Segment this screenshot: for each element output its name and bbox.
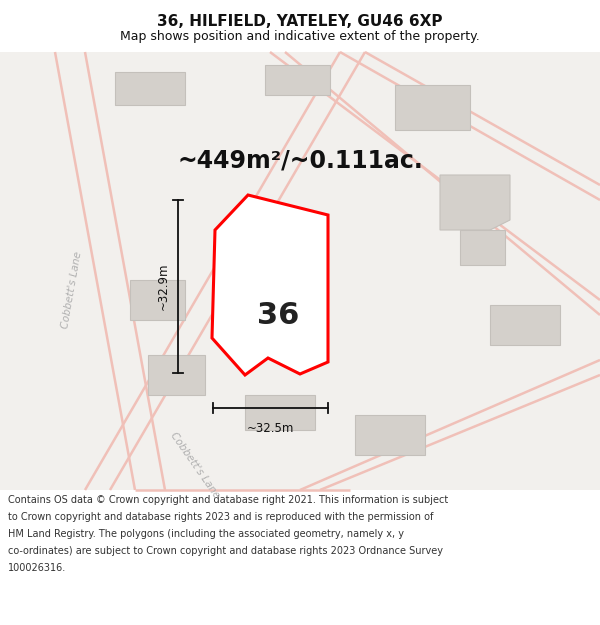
Polygon shape <box>460 230 505 265</box>
Text: Cobbett's Lane: Cobbett's Lane <box>60 251 84 329</box>
Polygon shape <box>212 195 328 375</box>
Polygon shape <box>490 305 560 345</box>
Text: Map shows position and indicative extent of the property.: Map shows position and indicative extent… <box>120 30 480 43</box>
Text: ~32.9m: ~32.9m <box>157 262 170 310</box>
Polygon shape <box>245 395 315 430</box>
Polygon shape <box>355 415 425 455</box>
Text: Cobbett's Lane: Cobbett's Lane <box>169 430 221 500</box>
Text: 100026316.: 100026316. <box>8 563 66 573</box>
Polygon shape <box>440 175 510 230</box>
Text: ~449m²/~0.111ac.: ~449m²/~0.111ac. <box>177 148 423 172</box>
Bar <box>0 52 600 490</box>
Text: to Crown copyright and database rights 2023 and is reproduced with the permissio: to Crown copyright and database rights 2… <box>8 512 433 522</box>
Text: 36, HILFIELD, YATELEY, GU46 6XP: 36, HILFIELD, YATELEY, GU46 6XP <box>157 14 443 29</box>
Text: 36: 36 <box>257 301 299 331</box>
Text: co-ordinates) are subject to Crown copyright and database rights 2023 Ordnance S: co-ordinates) are subject to Crown copyr… <box>8 546 443 556</box>
Polygon shape <box>115 72 185 105</box>
Polygon shape <box>148 355 205 395</box>
Polygon shape <box>395 85 470 130</box>
Text: HM Land Registry. The polygons (including the associated geometry, namely x, y: HM Land Registry. The polygons (includin… <box>8 529 404 539</box>
Text: ~32.5m: ~32.5m <box>247 422 294 435</box>
Polygon shape <box>130 280 185 320</box>
Polygon shape <box>265 65 330 95</box>
Text: Contains OS data © Crown copyright and database right 2021. This information is : Contains OS data © Crown copyright and d… <box>8 495 448 505</box>
